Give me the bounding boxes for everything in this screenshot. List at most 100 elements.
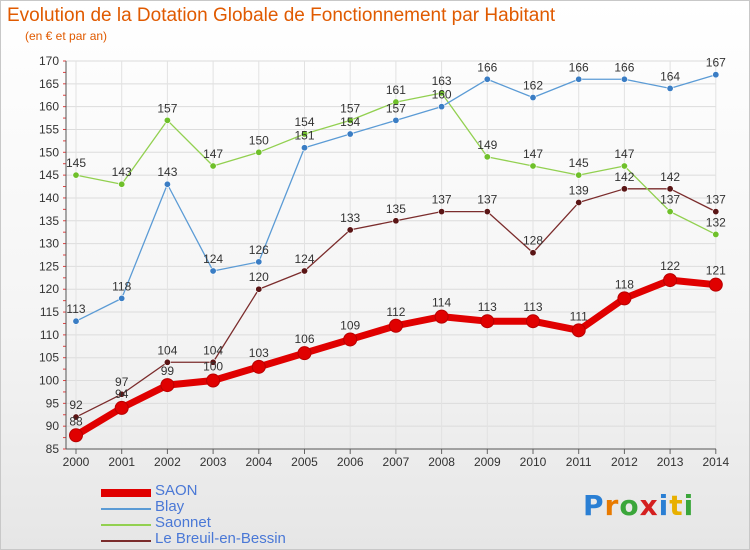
data-point xyxy=(526,314,540,329)
data-label: 104 xyxy=(157,343,177,357)
data-labels: 88 94 99 100 103 106 109 112 114 113 113 111 118 122 1… xyxy=(66,56,726,429)
x-tick-label: 2010 xyxy=(520,455,547,469)
data-label: 162 xyxy=(523,79,543,93)
data-point xyxy=(346,116,354,124)
data-point xyxy=(483,153,491,161)
data-point xyxy=(206,373,221,388)
legend-label: Blay xyxy=(155,498,185,515)
data-label: 166 xyxy=(477,60,497,74)
data-point xyxy=(346,226,354,234)
x-tick-label: 2002 xyxy=(154,455,181,469)
data-label: 154 xyxy=(340,115,360,129)
data-point xyxy=(118,180,126,188)
data-point xyxy=(575,75,583,83)
data-label: 120 xyxy=(249,270,269,284)
x-tick-label: 2003 xyxy=(200,455,227,469)
data-label: 147 xyxy=(614,147,634,161)
y-tick-label: 95 xyxy=(46,396,60,410)
data-point xyxy=(72,413,80,421)
y-tick-label: 165 xyxy=(39,77,59,91)
data-point xyxy=(69,428,83,443)
data-label: 132 xyxy=(706,215,726,229)
data-label: 142 xyxy=(660,170,680,184)
logo-letter: r xyxy=(604,489,620,522)
data-label: 139 xyxy=(569,184,589,198)
data-point xyxy=(392,217,400,225)
data-label: 167 xyxy=(706,56,726,70)
data-label: 142 xyxy=(614,170,634,184)
data-label: 99 xyxy=(161,364,175,378)
legend-label: SAON xyxy=(155,482,198,499)
legend: SAON Blay Saonnet Le Breuil-en-Bessin xyxy=(101,482,361,549)
axes: 85 90 95 100 105 110 115 120 125 130 135 140 145 150 1… xyxy=(39,54,730,469)
data-point xyxy=(209,267,217,275)
data-point xyxy=(663,273,678,288)
data-label: 92 xyxy=(69,398,83,412)
x-tick-label: 2009 xyxy=(474,455,501,469)
data-label: 104 xyxy=(203,343,223,357)
data-point xyxy=(666,208,674,216)
data-point xyxy=(438,89,446,97)
data-point xyxy=(712,71,720,79)
x-tick-label: 2005 xyxy=(291,455,318,469)
data-label: 128 xyxy=(523,234,543,248)
data-label: 147 xyxy=(523,147,543,161)
data-point xyxy=(209,358,217,366)
data-label: 149 xyxy=(477,138,497,152)
data-label: 145 xyxy=(66,156,86,170)
data-point xyxy=(163,180,171,188)
data-label: 143 xyxy=(112,165,132,179)
data-point xyxy=(251,359,266,374)
data-label: 157 xyxy=(157,101,177,115)
x-tick-label: 2000 xyxy=(63,455,90,469)
data-point xyxy=(575,199,583,207)
data-point xyxy=(571,323,586,338)
logo-letter: x xyxy=(639,489,659,522)
logo-letter: i xyxy=(683,489,695,522)
legend-swatch xyxy=(101,524,151,526)
data-label: 124 xyxy=(203,252,223,266)
data-label: 161 xyxy=(386,83,406,97)
data-point xyxy=(300,144,308,152)
legend-swatch xyxy=(101,540,151,542)
x-tick-label: 2011 xyxy=(566,455,592,469)
data-label: 137 xyxy=(706,193,726,207)
data-label: 112 xyxy=(386,305,405,319)
x-tick-label: 2012 xyxy=(611,455,638,469)
x-tick-label: 2007 xyxy=(383,455,410,469)
data-label: 137 xyxy=(477,193,497,207)
x-tick-label: 2014 xyxy=(702,455,729,469)
data-label: 109 xyxy=(340,318,360,332)
data-point xyxy=(620,75,628,83)
series-saonnet xyxy=(72,89,720,238)
legend-label: Saonnet xyxy=(155,514,211,531)
legend-label: Le Breuil-en-Bessin xyxy=(155,530,286,547)
data-point xyxy=(712,230,720,238)
data-point xyxy=(255,285,263,293)
series-blay xyxy=(72,71,720,325)
data-label: 94 xyxy=(115,387,129,401)
data-point xyxy=(346,130,354,138)
data-point xyxy=(483,208,491,216)
data-label: 150 xyxy=(249,133,269,147)
y-tick-label: 150 xyxy=(39,145,59,159)
data-point xyxy=(620,162,628,170)
data-point xyxy=(712,208,720,216)
legend-item: Saonnet xyxy=(101,514,361,533)
data-point xyxy=(255,148,263,156)
data-point xyxy=(388,318,403,333)
data-point xyxy=(163,116,171,124)
y-tick-label: 100 xyxy=(39,374,59,388)
legend-swatch xyxy=(101,508,151,510)
data-label: 100 xyxy=(203,360,223,374)
data-label: 124 xyxy=(294,252,314,266)
data-point xyxy=(575,171,583,179)
data-point xyxy=(300,130,308,138)
legend-item: SAON xyxy=(101,482,361,501)
data-point xyxy=(255,258,263,266)
logo-letter: t xyxy=(669,489,684,522)
data-label: 160 xyxy=(432,88,452,102)
data-point xyxy=(209,162,217,170)
y-tick-label: 140 xyxy=(39,191,59,205)
